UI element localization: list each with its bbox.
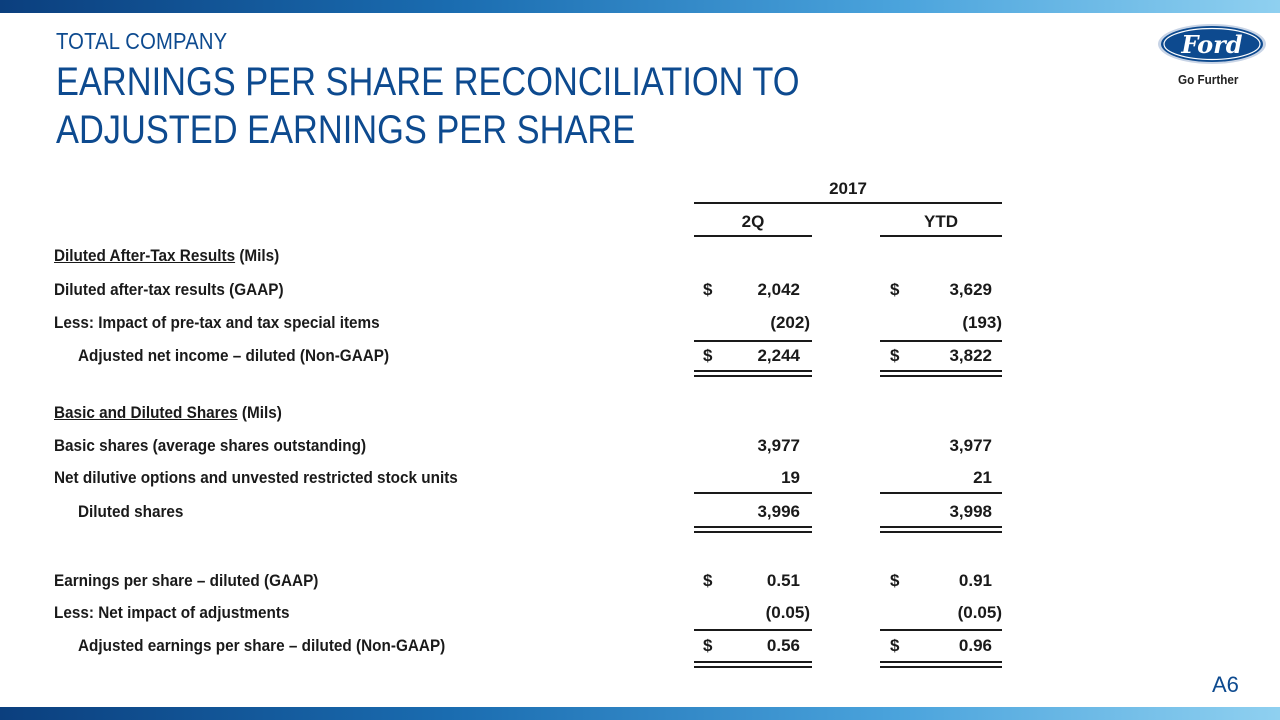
value-2q: (202) bbox=[770, 313, 810, 332]
title-line-1: EARNINGS PER SHARE RECONCILIATION TO bbox=[56, 60, 800, 104]
currency-symbol: $ bbox=[703, 636, 713, 655]
year-header-rule bbox=[694, 202, 1002, 204]
value-ytd: 21 bbox=[973, 468, 992, 487]
total-rule bbox=[880, 666, 1002, 668]
row-label: Basic shares (average shares outstanding… bbox=[54, 436, 367, 455]
row-label: Less: Net impact of adjustments bbox=[54, 603, 290, 622]
bottom-gradient-band bbox=[0, 707, 1280, 720]
currency-symbol: $ bbox=[703, 571, 713, 590]
value-2q: 19 bbox=[781, 468, 800, 487]
section-basic-and-diluted-shares: Basic and Diluted Shares (Mils) bbox=[54, 403, 282, 422]
page-title: EARNINGS PER SHARE RECONCILIATION TO ADJ… bbox=[56, 58, 800, 154]
subtotal-rule bbox=[694, 629, 812, 631]
total-rule bbox=[880, 370, 1002, 372]
col-2q-rule bbox=[694, 235, 812, 237]
value-ytd: (0.05) bbox=[957, 603, 1002, 622]
value-ytd: 3,822 bbox=[949, 346, 992, 365]
total-rule bbox=[694, 531, 812, 533]
total-rule bbox=[880, 531, 1002, 533]
value-ytd: 0.96 bbox=[958, 636, 992, 655]
currency-symbol: $ bbox=[890, 280, 900, 299]
subtotal-rule bbox=[880, 492, 1002, 494]
row-label: Diluted shares bbox=[78, 502, 184, 521]
total-rule bbox=[694, 666, 812, 668]
col-2q-header: 2Q bbox=[741, 212, 765, 231]
subtotal-rule bbox=[694, 492, 812, 494]
row-label: Diluted after-tax results (GAAP) bbox=[54, 280, 284, 299]
row-label: Adjusted net income – diluted (Non-GAAP) bbox=[78, 346, 390, 365]
total-rule bbox=[694, 661, 812, 663]
currency-symbol: $ bbox=[890, 636, 900, 655]
currency-symbol: $ bbox=[703, 280, 713, 299]
value-ytd: 3,977 bbox=[949, 436, 992, 455]
subtotal-rule bbox=[694, 340, 812, 342]
value-2q: 2,042 bbox=[757, 280, 800, 299]
value-2q: 3,996 bbox=[757, 502, 800, 521]
total-rule bbox=[694, 375, 812, 377]
year-header: 2017 bbox=[829, 179, 867, 198]
total-rule bbox=[880, 526, 1002, 528]
ford-logo: Ford bbox=[1156, 22, 1268, 66]
page-number: A6 bbox=[1212, 672, 1239, 697]
row-label: Earnings per share – diluted (GAAP) bbox=[54, 571, 319, 590]
row-label: Adjusted earnings per share – diluted (N… bbox=[78, 636, 446, 655]
title-line-2: ADJUSTED EARNINGS PER SHARE bbox=[56, 108, 636, 152]
top-gradient-band bbox=[0, 0, 1280, 13]
currency-symbol: $ bbox=[703, 346, 713, 365]
currency-symbol: $ bbox=[890, 346, 900, 365]
row-label: Less: Impact of pre-tax and tax special … bbox=[54, 313, 380, 332]
col-ytd-rule bbox=[880, 235, 1002, 237]
section-kicker: TOTAL COMPANY bbox=[56, 28, 228, 54]
value-ytd: 0.91 bbox=[958, 571, 992, 590]
section-diluted-after-tax-results: Diluted After-Tax Results (Mils) bbox=[54, 246, 280, 265]
currency-symbol: $ bbox=[890, 571, 900, 590]
subtotal-rule bbox=[880, 629, 1002, 631]
subtotal-rule bbox=[880, 340, 1002, 342]
value-2q: 2,244 bbox=[757, 346, 800, 365]
total-rule bbox=[694, 526, 812, 528]
total-rule bbox=[694, 370, 812, 372]
logo-wordmark: Ford bbox=[1180, 30, 1242, 59]
row-label: Net dilutive options and unvested restri… bbox=[54, 468, 458, 487]
value-2q: (0.05) bbox=[765, 603, 810, 622]
value-ytd: 3,629 bbox=[949, 280, 992, 299]
value-ytd: (193) bbox=[962, 313, 1002, 332]
brand-tagline: Go Further bbox=[1178, 72, 1239, 87]
value-2q: 0.56 bbox=[766, 636, 800, 655]
col-ytd-header: YTD bbox=[924, 212, 958, 231]
value-ytd: 3,998 bbox=[949, 502, 992, 521]
value-2q: 0.51 bbox=[766, 571, 800, 590]
ford-oval-icon: Ford bbox=[1158, 24, 1266, 64]
value-2q: 3,977 bbox=[757, 436, 800, 455]
total-rule bbox=[880, 661, 1002, 663]
total-rule bbox=[880, 375, 1002, 377]
